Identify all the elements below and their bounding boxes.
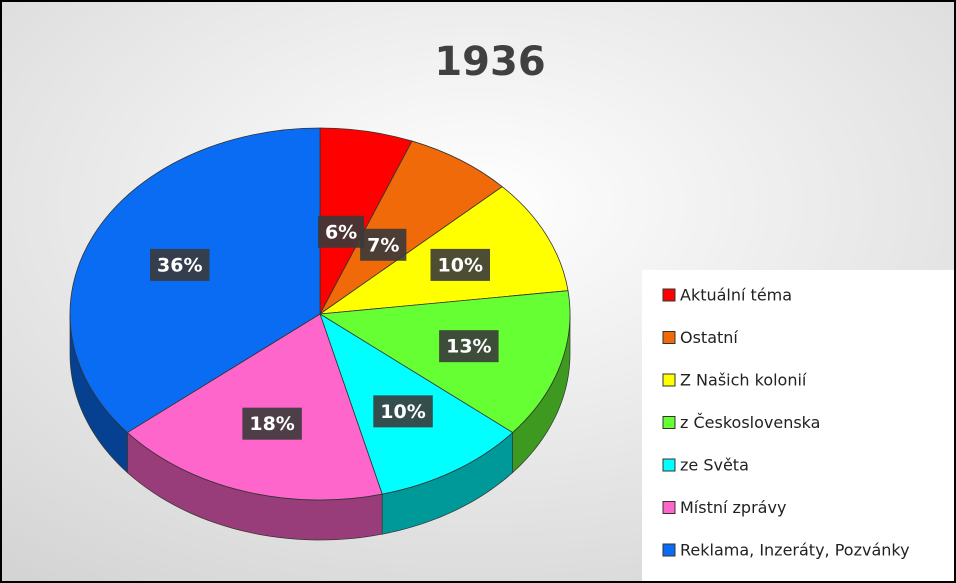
legend-swatch [662,331,676,344]
data-label: 13% [446,336,491,358]
legend-label: Ostatní [680,328,738,347]
legend-label: Reklama, Inzeráty, Pozvánky [680,541,910,560]
data-label: 10% [380,401,425,423]
legend-swatch [662,288,676,302]
data-label-box [439,330,499,363]
data-label-box [317,215,365,248]
chart-title: 1936 [434,39,545,85]
legend-box [642,270,954,581]
data-label: 10% [438,254,483,276]
data-label-box [373,395,433,428]
data-label-box [242,407,302,440]
legend-label: z Československa [680,413,820,432]
legend-label: Z Našich kolonií [680,371,807,390]
data-label-box [150,248,210,281]
legend-label: Aktuální téma [680,286,792,305]
legend-swatch [662,373,676,387]
legend-swatch [662,458,676,472]
data-label-box [360,228,407,261]
legend-swatch [662,501,676,514]
data-label: 6% [325,221,357,243]
legend-label: Místní zprávy [680,498,786,517]
legend-label: ze Světa [680,456,749,475]
data-label-box [430,248,490,281]
data-label: 18% [249,413,294,435]
data-label: 7% [367,234,399,256]
pie-slice [126,313,383,501]
data-label: 36% [157,254,202,276]
legend-swatch [662,543,676,557]
legend-swatch [662,416,676,429]
pie-slice [319,140,503,315]
